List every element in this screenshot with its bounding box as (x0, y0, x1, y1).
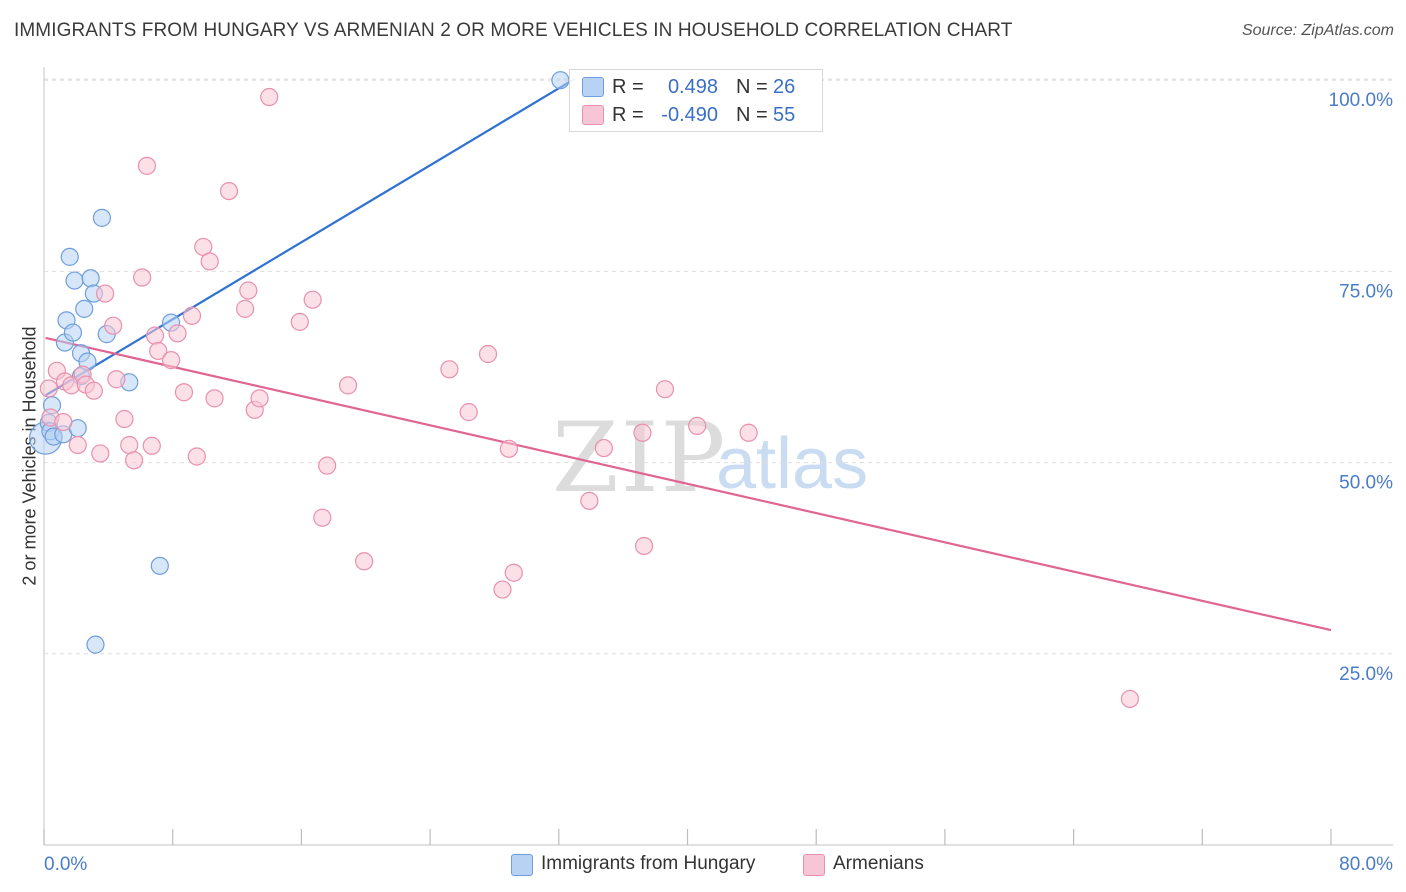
chart-title: IMMIGRANTS FROM HUNGARY VS ARMENIAN 2 OR… (14, 20, 1013, 41)
x-tick-label: 80.0% (1339, 854, 1393, 875)
armenian-point (260, 87, 279, 107)
y-tick-label: 50.0% (1339, 473, 1393, 494)
armenian-point (145, 326, 165, 345)
armenian-point (459, 403, 478, 422)
armenian-point (338, 376, 358, 395)
armenian-point (149, 341, 168, 361)
armenian-point (205, 389, 224, 408)
legend-label: Armenians (833, 853, 924, 874)
hungary-trend-line (45, 77, 576, 397)
n-value: 26 (773, 76, 796, 98)
r-value: -0.490 (661, 104, 718, 126)
armenian-point (290, 312, 309, 331)
armenian-point (313, 508, 332, 527)
stats-row-armenian: R = -0.490 N = 55 (570, 101, 822, 129)
source-credit: Source: ZipAtlas.com (1241, 22, 1394, 39)
armenian-point (161, 351, 181, 370)
armenian-point (107, 370, 126, 389)
n-label: N = (736, 76, 768, 98)
armenian-point (120, 435, 139, 455)
data-points (29, 71, 1140, 709)
trend-lines (45, 77, 1332, 632)
armenian-point (478, 344, 498, 364)
r-label: R = (612, 104, 644, 126)
armenian-point (168, 324, 187, 343)
armenian-point (633, 423, 652, 442)
armenian-point (96, 284, 115, 303)
axes (43, 67, 1393, 846)
n-label: N = (736, 104, 768, 126)
armenian-swatch (803, 854, 825, 876)
armenian-point (182, 306, 202, 325)
tick-labels: 25.0% 50.0% 75.0% 100.0% 0.0% 80.0% (44, 90, 1393, 875)
r-value: 0.498 (667, 76, 718, 98)
hungary-point (92, 208, 112, 227)
armenian-point (355, 552, 374, 571)
hungary-point (81, 269, 100, 288)
hungary-point (150, 556, 169, 575)
watermark-atlas: atlas (716, 424, 868, 504)
armenian-point (504, 563, 523, 582)
armenian-point (239, 281, 258, 300)
hungary-point (65, 271, 84, 290)
hungary-point (551, 71, 570, 90)
armenian-point (1120, 689, 1140, 709)
armenian-point (318, 456, 337, 475)
armenian-point (200, 252, 219, 271)
hungary-point (63, 323, 83, 342)
armenian-point (219, 181, 239, 201)
hungary-swatch (511, 854, 533, 876)
legend-label: Immigrants from Hungary (541, 853, 756, 874)
armenian-point (142, 436, 161, 455)
stats-row-hungary: R = 0.498 N = 26 (570, 73, 822, 101)
x-tick-label: 0.0% (44, 854, 87, 875)
armenian-point (124, 451, 144, 470)
armenian-point (39, 379, 58, 398)
r-label: R = (612, 76, 644, 98)
armenian-point (54, 412, 73, 432)
hungary-point (75, 299, 94, 318)
armenian-point (655, 380, 675, 399)
armenian-point (133, 268, 152, 287)
armenian-point (594, 438, 613, 458)
y-tick-label: 100.0% (1329, 90, 1394, 111)
hungary-swatch (582, 77, 604, 97)
armenian-point (739, 423, 758, 442)
armenian-point (250, 389, 269, 408)
armenian-point (235, 299, 255, 318)
hungary-point (60, 247, 79, 266)
armenian-point (634, 536, 654, 556)
n-value: 55 (773, 104, 796, 126)
y-tick-label: 25.0% (1339, 664, 1393, 685)
armenian-point (137, 156, 157, 175)
armenian-point (440, 360, 459, 379)
armenian-point (688, 416, 707, 435)
armenian-point (104, 316, 123, 335)
armenian-point (493, 580, 512, 599)
armenian-point (580, 491, 599, 510)
y-tick-label: 75.0% (1339, 281, 1393, 302)
grid-lines (44, 78, 1393, 655)
armenian-point (115, 409, 134, 429)
armenian-point (174, 383, 194, 402)
hungary-point (86, 635, 105, 654)
armenian-point (499, 439, 519, 458)
armenian-point (91, 444, 110, 463)
armenian-point (68, 435, 87, 455)
armenian-swatch (582, 105, 604, 125)
armenian-point (303, 290, 322, 309)
armenian-point (84, 381, 103, 400)
armenian-trend-line (45, 336, 1332, 632)
chart-legend: Immigrants from Hungary Armenians (0, 852, 1406, 878)
armenian-point (187, 447, 206, 466)
correlation-stats-box: R = 0.498 N = 26 R = -0.490 N = 55 (569, 69, 823, 132)
